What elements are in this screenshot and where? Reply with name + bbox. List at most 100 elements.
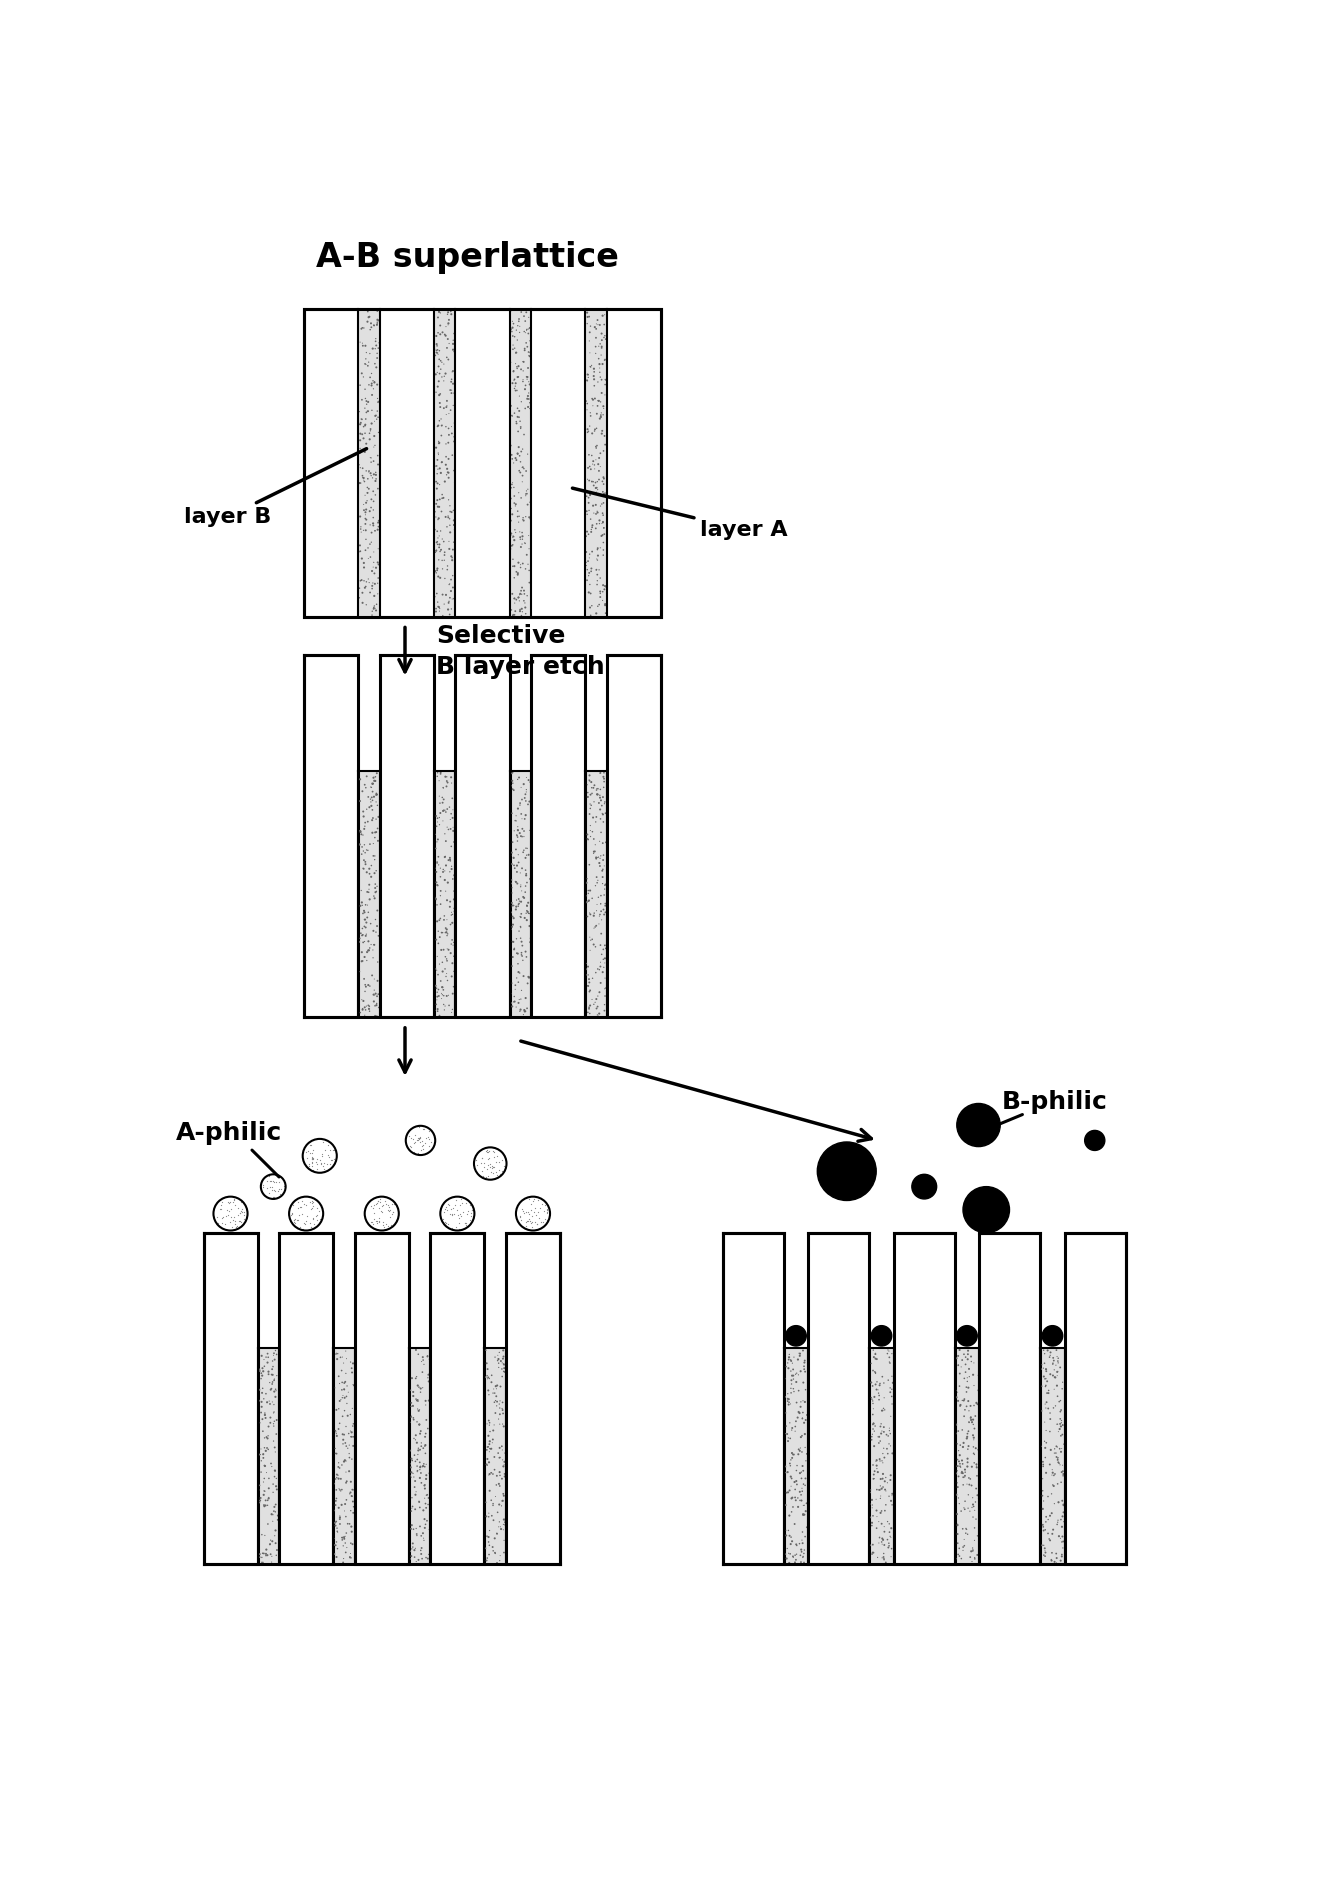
Point bbox=[958, 1462, 979, 1493]
Point bbox=[501, 474, 522, 504]
Point bbox=[335, 1538, 356, 1568]
Point bbox=[443, 494, 464, 525]
Point bbox=[488, 1347, 509, 1378]
Point bbox=[335, 1489, 356, 1519]
Point bbox=[489, 1461, 510, 1491]
Point bbox=[415, 1464, 436, 1495]
Point bbox=[249, 1355, 270, 1385]
Point bbox=[1046, 1508, 1068, 1538]
Point bbox=[486, 1381, 507, 1411]
Point bbox=[517, 479, 538, 509]
Point bbox=[368, 328, 389, 359]
Point bbox=[484, 1387, 505, 1417]
Point bbox=[402, 1459, 423, 1489]
Point bbox=[257, 1387, 278, 1417]
Point bbox=[285, 1204, 306, 1234]
Point bbox=[402, 1491, 423, 1521]
Point bbox=[513, 1000, 534, 1030]
Point bbox=[287, 1193, 308, 1223]
Point bbox=[482, 1532, 503, 1562]
Point bbox=[324, 1372, 345, 1402]
Bar bbox=[304, 309, 660, 617]
Point bbox=[509, 585, 530, 615]
Point bbox=[1052, 1540, 1073, 1570]
Point bbox=[356, 389, 377, 419]
Point bbox=[1050, 1457, 1072, 1487]
Point bbox=[362, 842, 384, 872]
Point bbox=[477, 1362, 498, 1393]
Point bbox=[206, 1202, 227, 1232]
Point bbox=[779, 1408, 800, 1438]
Point bbox=[589, 581, 610, 611]
Point bbox=[443, 319, 464, 349]
Point bbox=[779, 1449, 800, 1479]
Point bbox=[262, 1368, 283, 1398]
Point bbox=[478, 1527, 500, 1557]
Point bbox=[253, 1538, 274, 1568]
Point bbox=[436, 342, 457, 372]
Point bbox=[440, 496, 461, 526]
Point bbox=[588, 789, 609, 819]
Point bbox=[517, 968, 538, 998]
Point bbox=[264, 1462, 285, 1493]
Point bbox=[786, 1466, 807, 1496]
Point bbox=[873, 1542, 894, 1572]
Point bbox=[443, 421, 464, 451]
Point bbox=[589, 900, 610, 930]
Point bbox=[870, 1464, 891, 1495]
Point bbox=[364, 430, 385, 460]
Point bbox=[515, 843, 536, 874]
Point bbox=[428, 802, 449, 832]
Point bbox=[789, 1340, 811, 1370]
Point bbox=[865, 1357, 886, 1387]
Point bbox=[494, 1438, 515, 1468]
Point bbox=[399, 1544, 420, 1574]
Point bbox=[503, 525, 525, 555]
Point bbox=[438, 500, 459, 530]
Point bbox=[585, 932, 606, 962]
Point bbox=[485, 1385, 506, 1415]
Point bbox=[870, 1445, 891, 1476]
Point bbox=[1040, 1417, 1061, 1447]
Point bbox=[252, 1519, 273, 1549]
Point bbox=[360, 785, 381, 815]
Point bbox=[594, 974, 616, 1004]
Point bbox=[589, 576, 610, 606]
Point bbox=[1031, 1396, 1052, 1427]
Point bbox=[775, 1515, 796, 1545]
Point bbox=[948, 1349, 969, 1379]
Point bbox=[368, 1185, 389, 1215]
Point bbox=[436, 921, 457, 951]
Point bbox=[1043, 1470, 1064, 1500]
Point bbox=[432, 972, 453, 1002]
Point bbox=[514, 902, 535, 932]
Point bbox=[460, 1204, 481, 1234]
Point bbox=[518, 381, 539, 411]
Point bbox=[493, 1515, 514, 1545]
Point bbox=[517, 332, 538, 362]
Point bbox=[436, 917, 457, 947]
Point bbox=[792, 1336, 813, 1366]
Point bbox=[355, 904, 376, 934]
Point bbox=[963, 1370, 985, 1400]
Point bbox=[966, 1451, 987, 1481]
Point bbox=[362, 462, 384, 493]
Point bbox=[775, 1381, 796, 1411]
Point bbox=[492, 1361, 513, 1391]
Point bbox=[368, 562, 389, 593]
Point bbox=[511, 813, 532, 843]
Point bbox=[873, 1459, 894, 1489]
Point bbox=[362, 553, 384, 583]
Point bbox=[878, 1528, 899, 1559]
Point bbox=[399, 1461, 420, 1491]
Point bbox=[438, 443, 459, 474]
Point bbox=[492, 1393, 513, 1423]
Point bbox=[962, 1532, 983, 1562]
Point bbox=[295, 1191, 316, 1221]
Point bbox=[501, 887, 522, 917]
Point bbox=[368, 947, 389, 977]
Point bbox=[343, 1421, 364, 1451]
Point bbox=[438, 502, 459, 532]
Point bbox=[517, 540, 538, 570]
Point bbox=[784, 1483, 805, 1513]
